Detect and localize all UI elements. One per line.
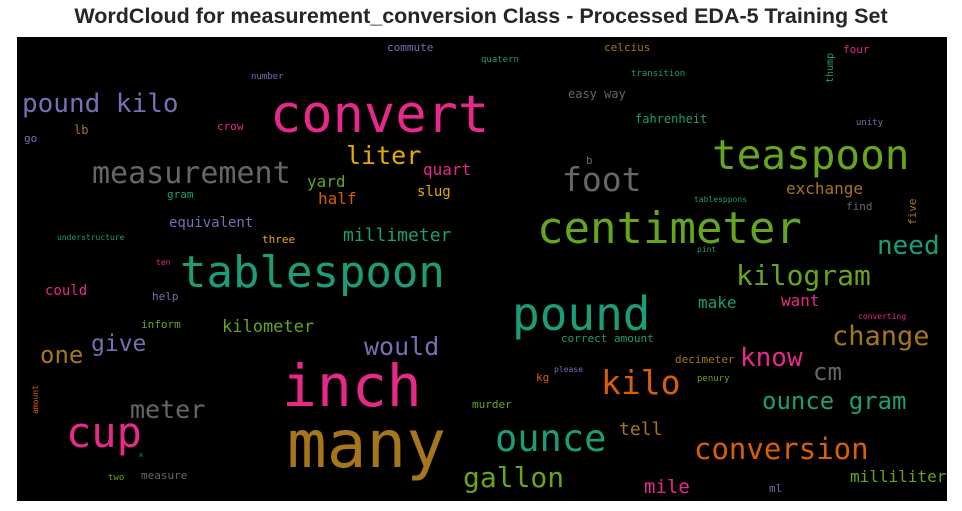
word-need: need bbox=[877, 231, 940, 261]
word-many: many bbox=[287, 406, 446, 483]
word-want: want bbox=[781, 291, 820, 310]
word-would: would bbox=[364, 332, 440, 361]
word-know: know bbox=[740, 343, 803, 373]
word-foot: foot bbox=[562, 160, 642, 199]
word-easy-way: easy way bbox=[568, 87, 626, 101]
word-exchange: exchange bbox=[786, 179, 864, 198]
word-conversion: conversion bbox=[694, 432, 869, 466]
word-find: find bbox=[846, 200, 873, 213]
word-x: x bbox=[139, 451, 144, 459]
word-understructure: understructure bbox=[57, 233, 125, 242]
word-pound: pound bbox=[512, 287, 651, 341]
word-number: number bbox=[251, 72, 284, 82]
word-go: go bbox=[24, 132, 38, 145]
word-measure: measure bbox=[141, 469, 188, 482]
word-celcius: celcius bbox=[604, 41, 651, 54]
word-equivalent: equivalent bbox=[169, 215, 254, 231]
word-kilo: kilo bbox=[601, 363, 681, 402]
word-tell: tell bbox=[619, 419, 663, 440]
word-transition: transition bbox=[631, 69, 686, 79]
word-correct-amount: correct amount bbox=[561, 332, 654, 345]
word-cm: cm bbox=[813, 358, 842, 386]
word-decimeter: decimeter bbox=[675, 353, 735, 366]
word-make: make bbox=[698, 293, 737, 312]
word-kilometer: kilometer bbox=[222, 317, 315, 337]
word-crow: crow bbox=[217, 120, 244, 133]
word-convert: convert bbox=[270, 85, 490, 145]
word-unity: unity bbox=[856, 118, 884, 128]
word-three: three bbox=[262, 233, 296, 246]
word-cup: cup bbox=[66, 408, 142, 457]
word-yard: yard bbox=[307, 172, 346, 191]
word-fahrenheit: fahrenheit bbox=[635, 112, 708, 126]
word-measurement: measurement bbox=[92, 156, 291, 191]
word-b: b bbox=[586, 154, 593, 167]
word-liter: liter bbox=[346, 141, 422, 170]
word-ounce: ounce bbox=[495, 417, 607, 460]
word-penury: penury bbox=[697, 374, 730, 384]
word-ounce-gram: ounce gram bbox=[762, 387, 907, 415]
word-pint: pint bbox=[697, 245, 717, 254]
word-converting: converting bbox=[858, 312, 907, 321]
word-quart: quart bbox=[423, 160, 472, 179]
word-gram: gram bbox=[167, 188, 194, 201]
word-inch: inch bbox=[282, 352, 422, 420]
word-half: half bbox=[318, 189, 357, 208]
word-two: two bbox=[108, 473, 125, 483]
word-five: five bbox=[906, 198, 919, 226]
word-could: could bbox=[45, 283, 88, 299]
word-tablespoon: tablespoon bbox=[180, 247, 445, 298]
word-thump: thump bbox=[825, 52, 836, 83]
word-kg: kg bbox=[536, 371, 550, 384]
word-inform: inform bbox=[141, 318, 181, 331]
word-millimeter: millimeter bbox=[343, 225, 452, 246]
word-centimeter: centimeter bbox=[537, 203, 802, 254]
chart-title: WordCloud for measurement_conversion Cla… bbox=[74, 4, 888, 28]
word-commute: commute bbox=[387, 41, 434, 54]
word-lb: lb bbox=[74, 123, 89, 137]
word-mile: mile bbox=[644, 476, 690, 498]
word-gallon: gallon bbox=[463, 461, 565, 494]
word-slug: slug bbox=[417, 184, 451, 200]
word-ten: ten bbox=[156, 258, 171, 267]
word-pound-kilo: pound kilo bbox=[22, 89, 179, 119]
word-murder: murder bbox=[472, 398, 512, 411]
word-cloud: many inch convert centimeter tablespoon pound… bbox=[17, 37, 947, 501]
word-four: four bbox=[843, 43, 870, 56]
word-please: please bbox=[554, 365, 583, 374]
word-kilogram: kilogram bbox=[736, 259, 871, 292]
word-one: one bbox=[40, 341, 84, 369]
word-help: help bbox=[152, 290, 179, 303]
word-tablesppons: tablesppons bbox=[694, 195, 747, 204]
word-change: change bbox=[832, 321, 930, 352]
word-ml: ml bbox=[769, 482, 783, 495]
word-milliliter: milliliter bbox=[850, 467, 947, 486]
word-give: give bbox=[91, 331, 147, 357]
word-quatern: quatern bbox=[481, 55, 519, 65]
word-amount: amount bbox=[31, 385, 40, 414]
word-meter: meter bbox=[130, 395, 206, 424]
word-teaspoon: teaspoon bbox=[712, 131, 910, 179]
